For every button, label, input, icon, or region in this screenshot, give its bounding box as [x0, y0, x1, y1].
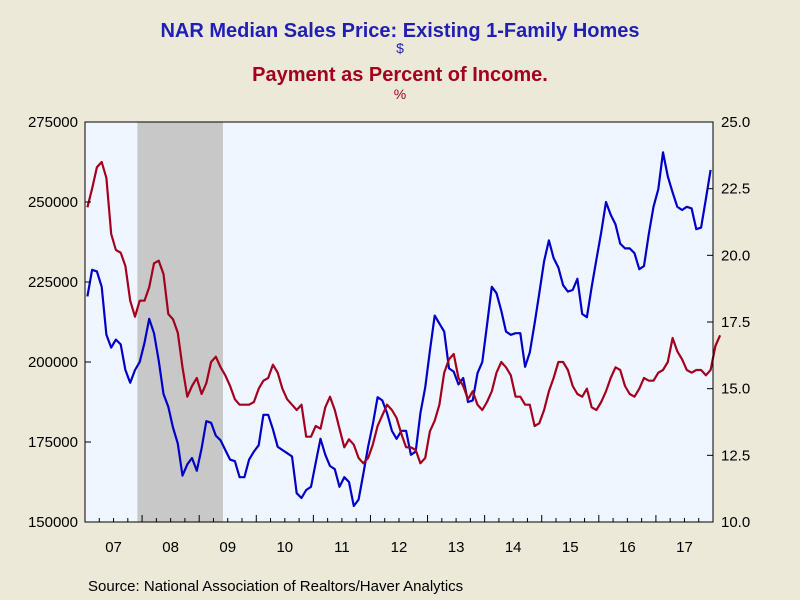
y-right-tick-label: 15.0 [721, 381, 750, 398]
source-note: Source: National Association of Realtors… [88, 578, 464, 595]
y-left-tick-label: 225000 [28, 274, 78, 291]
y-left-tick-label: 200000 [28, 354, 78, 371]
x-tick-label: 16 [619, 539, 636, 556]
y-left-tick-label: 275000 [28, 114, 78, 131]
series-line-price [86, 151, 712, 508]
x-tick-label: 12 [391, 539, 408, 556]
x-tick-label: 10 [276, 539, 293, 556]
y-left-tick-label: 250000 [28, 194, 78, 211]
x-tick-label: 07 [105, 539, 122, 556]
y-left-tick-label: 175000 [28, 434, 78, 451]
units-payment: % [393, 86, 407, 102]
units-price: $ [396, 40, 404, 56]
y-right-tick-label: 12.5 [721, 447, 750, 464]
x-tick-label: 08 [162, 539, 179, 556]
y-right-tick-label: 17.5 [721, 314, 750, 331]
x-tick-label: 11 [334, 539, 350, 556]
y-right-tick-label: 25.0 [721, 114, 750, 131]
x-tick-label: 14 [505, 539, 522, 556]
chart-title-price: NAR Median Sales Price: Existing 1-Famil… [160, 20, 640, 42]
y-right-tick-label: 22.5 [721, 181, 750, 198]
x-tick-label: 13 [448, 539, 465, 556]
chart-title-payment: Payment as Percent of Income. [252, 64, 548, 86]
y-right-tick-label: 10.0 [721, 514, 750, 531]
x-tick-label: 15 [562, 539, 579, 556]
x-tick-label: 09 [219, 539, 236, 556]
x-tick-label: 17 [676, 539, 693, 556]
series-line-payment [86, 160, 722, 465]
y-right-tick-label: 20.0 [721, 247, 750, 264]
y-left-tick-label: 150000 [28, 514, 78, 531]
